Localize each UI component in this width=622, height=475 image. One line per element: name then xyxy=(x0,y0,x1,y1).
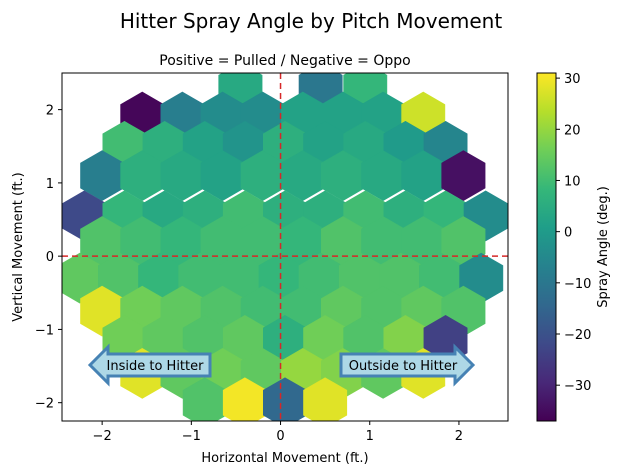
colorbar xyxy=(536,72,557,422)
colorbar-tick-label: −30 xyxy=(564,379,591,394)
right-arrow-shape xyxy=(339,343,476,387)
x-tick-label: 1 xyxy=(366,429,374,444)
reference-lines xyxy=(62,73,508,421)
x-tick-label: −1 xyxy=(182,429,201,444)
y-axis-ticks: −2 −1 0 1 2 xyxy=(35,104,62,412)
chart-title: Hitter Spray Angle by Pitch Movement xyxy=(120,9,503,33)
colorbar-ticks: −30 −20 −10 0 10 20 30 xyxy=(556,72,591,394)
x-axis-ticks: −2 −1 0 1 2 xyxy=(93,421,463,444)
colorbar-tick-label: 30 xyxy=(564,72,581,87)
y-tick-label: 1 xyxy=(46,177,54,192)
x-tick-label: 0 xyxy=(276,429,284,444)
y-tick-label: −2 xyxy=(35,397,54,412)
colorbar-tick-label: 0 xyxy=(564,226,572,241)
hexbin-cell xyxy=(441,150,486,201)
y-tick-label: 2 xyxy=(46,104,54,119)
colorbar-tick-label: −10 xyxy=(564,277,591,292)
plot-frame xyxy=(61,72,509,422)
chart-subtitle: Positive = Pulled / Negative = Oppo xyxy=(159,53,410,69)
left-arrow-label: Inside to Hitter xyxy=(107,359,205,374)
colorbar-tick-label: 20 xyxy=(564,123,581,138)
right-arrow-label: Outside to Hitter xyxy=(349,359,458,374)
colorbar-label: Spray Angle (deg.) xyxy=(596,186,611,308)
colorbar-tick-label: −20 xyxy=(564,328,591,343)
y-tick-label: −1 xyxy=(35,323,54,338)
x-tick-label: 2 xyxy=(455,429,463,444)
left-arrow-shape xyxy=(87,343,212,387)
inside-to-hitter-annotation: Inside to Hitter xyxy=(87,343,212,387)
x-axis-label: Horizontal Movement (ft.) xyxy=(201,451,368,466)
y-tick-label: 0 xyxy=(46,250,54,265)
hexbin-layer xyxy=(62,73,508,421)
hexbin-cell xyxy=(303,377,348,421)
x-tick-label: −2 xyxy=(93,429,112,444)
outside-to-hitter-annotation: Outside to Hitter xyxy=(339,343,476,387)
y-axis-label: Vertical Movement (ft.) xyxy=(11,172,26,322)
colorbar-tick-label: 10 xyxy=(564,174,581,189)
